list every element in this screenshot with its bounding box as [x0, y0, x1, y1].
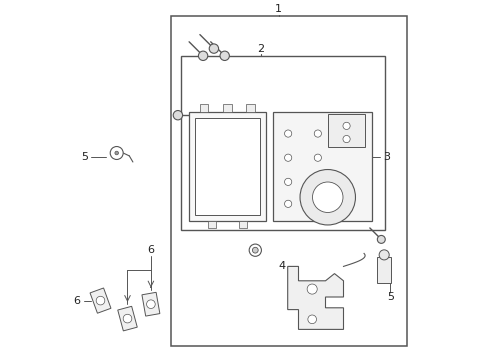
Text: 5: 5 — [81, 152, 88, 162]
Circle shape — [342, 122, 349, 130]
Circle shape — [284, 154, 291, 161]
Bar — [327, 114, 365, 147]
Circle shape — [314, 130, 321, 137]
Circle shape — [252, 247, 258, 253]
Circle shape — [377, 235, 385, 243]
Bar — [170, 16, 406, 346]
Circle shape — [284, 200, 291, 207]
Text: 1: 1 — [275, 4, 282, 14]
Circle shape — [300, 170, 355, 225]
Polygon shape — [118, 306, 137, 331]
Polygon shape — [90, 288, 111, 313]
Circle shape — [284, 178, 291, 185]
Circle shape — [110, 147, 123, 159]
Circle shape — [146, 300, 155, 309]
Circle shape — [307, 315, 316, 324]
Circle shape — [209, 44, 218, 53]
Bar — [238, 221, 247, 228]
Bar — [246, 104, 254, 112]
Text: 4: 4 — [278, 261, 285, 271]
Circle shape — [306, 284, 317, 294]
Bar — [273, 112, 371, 221]
Text: 6: 6 — [74, 296, 81, 306]
Text: 6: 6 — [147, 245, 154, 255]
Polygon shape — [142, 292, 160, 316]
Bar — [376, 257, 390, 283]
Text: 5: 5 — [386, 292, 393, 302]
Text: 3: 3 — [383, 152, 389, 162]
Bar — [223, 104, 231, 112]
Circle shape — [220, 51, 229, 60]
Circle shape — [96, 296, 104, 305]
Polygon shape — [287, 266, 343, 329]
Bar — [200, 104, 208, 112]
Circle shape — [123, 314, 132, 323]
Text: 2: 2 — [257, 44, 264, 54]
Circle shape — [378, 250, 388, 260]
Bar — [195, 118, 259, 215]
Bar — [188, 112, 265, 221]
Circle shape — [314, 154, 321, 161]
Circle shape — [312, 182, 342, 212]
Circle shape — [342, 135, 349, 143]
Circle shape — [249, 244, 261, 256]
Circle shape — [115, 151, 118, 155]
Bar — [181, 56, 384, 230]
Bar — [207, 221, 216, 228]
Circle shape — [284, 130, 291, 137]
Circle shape — [198, 51, 207, 60]
Circle shape — [173, 111, 182, 120]
